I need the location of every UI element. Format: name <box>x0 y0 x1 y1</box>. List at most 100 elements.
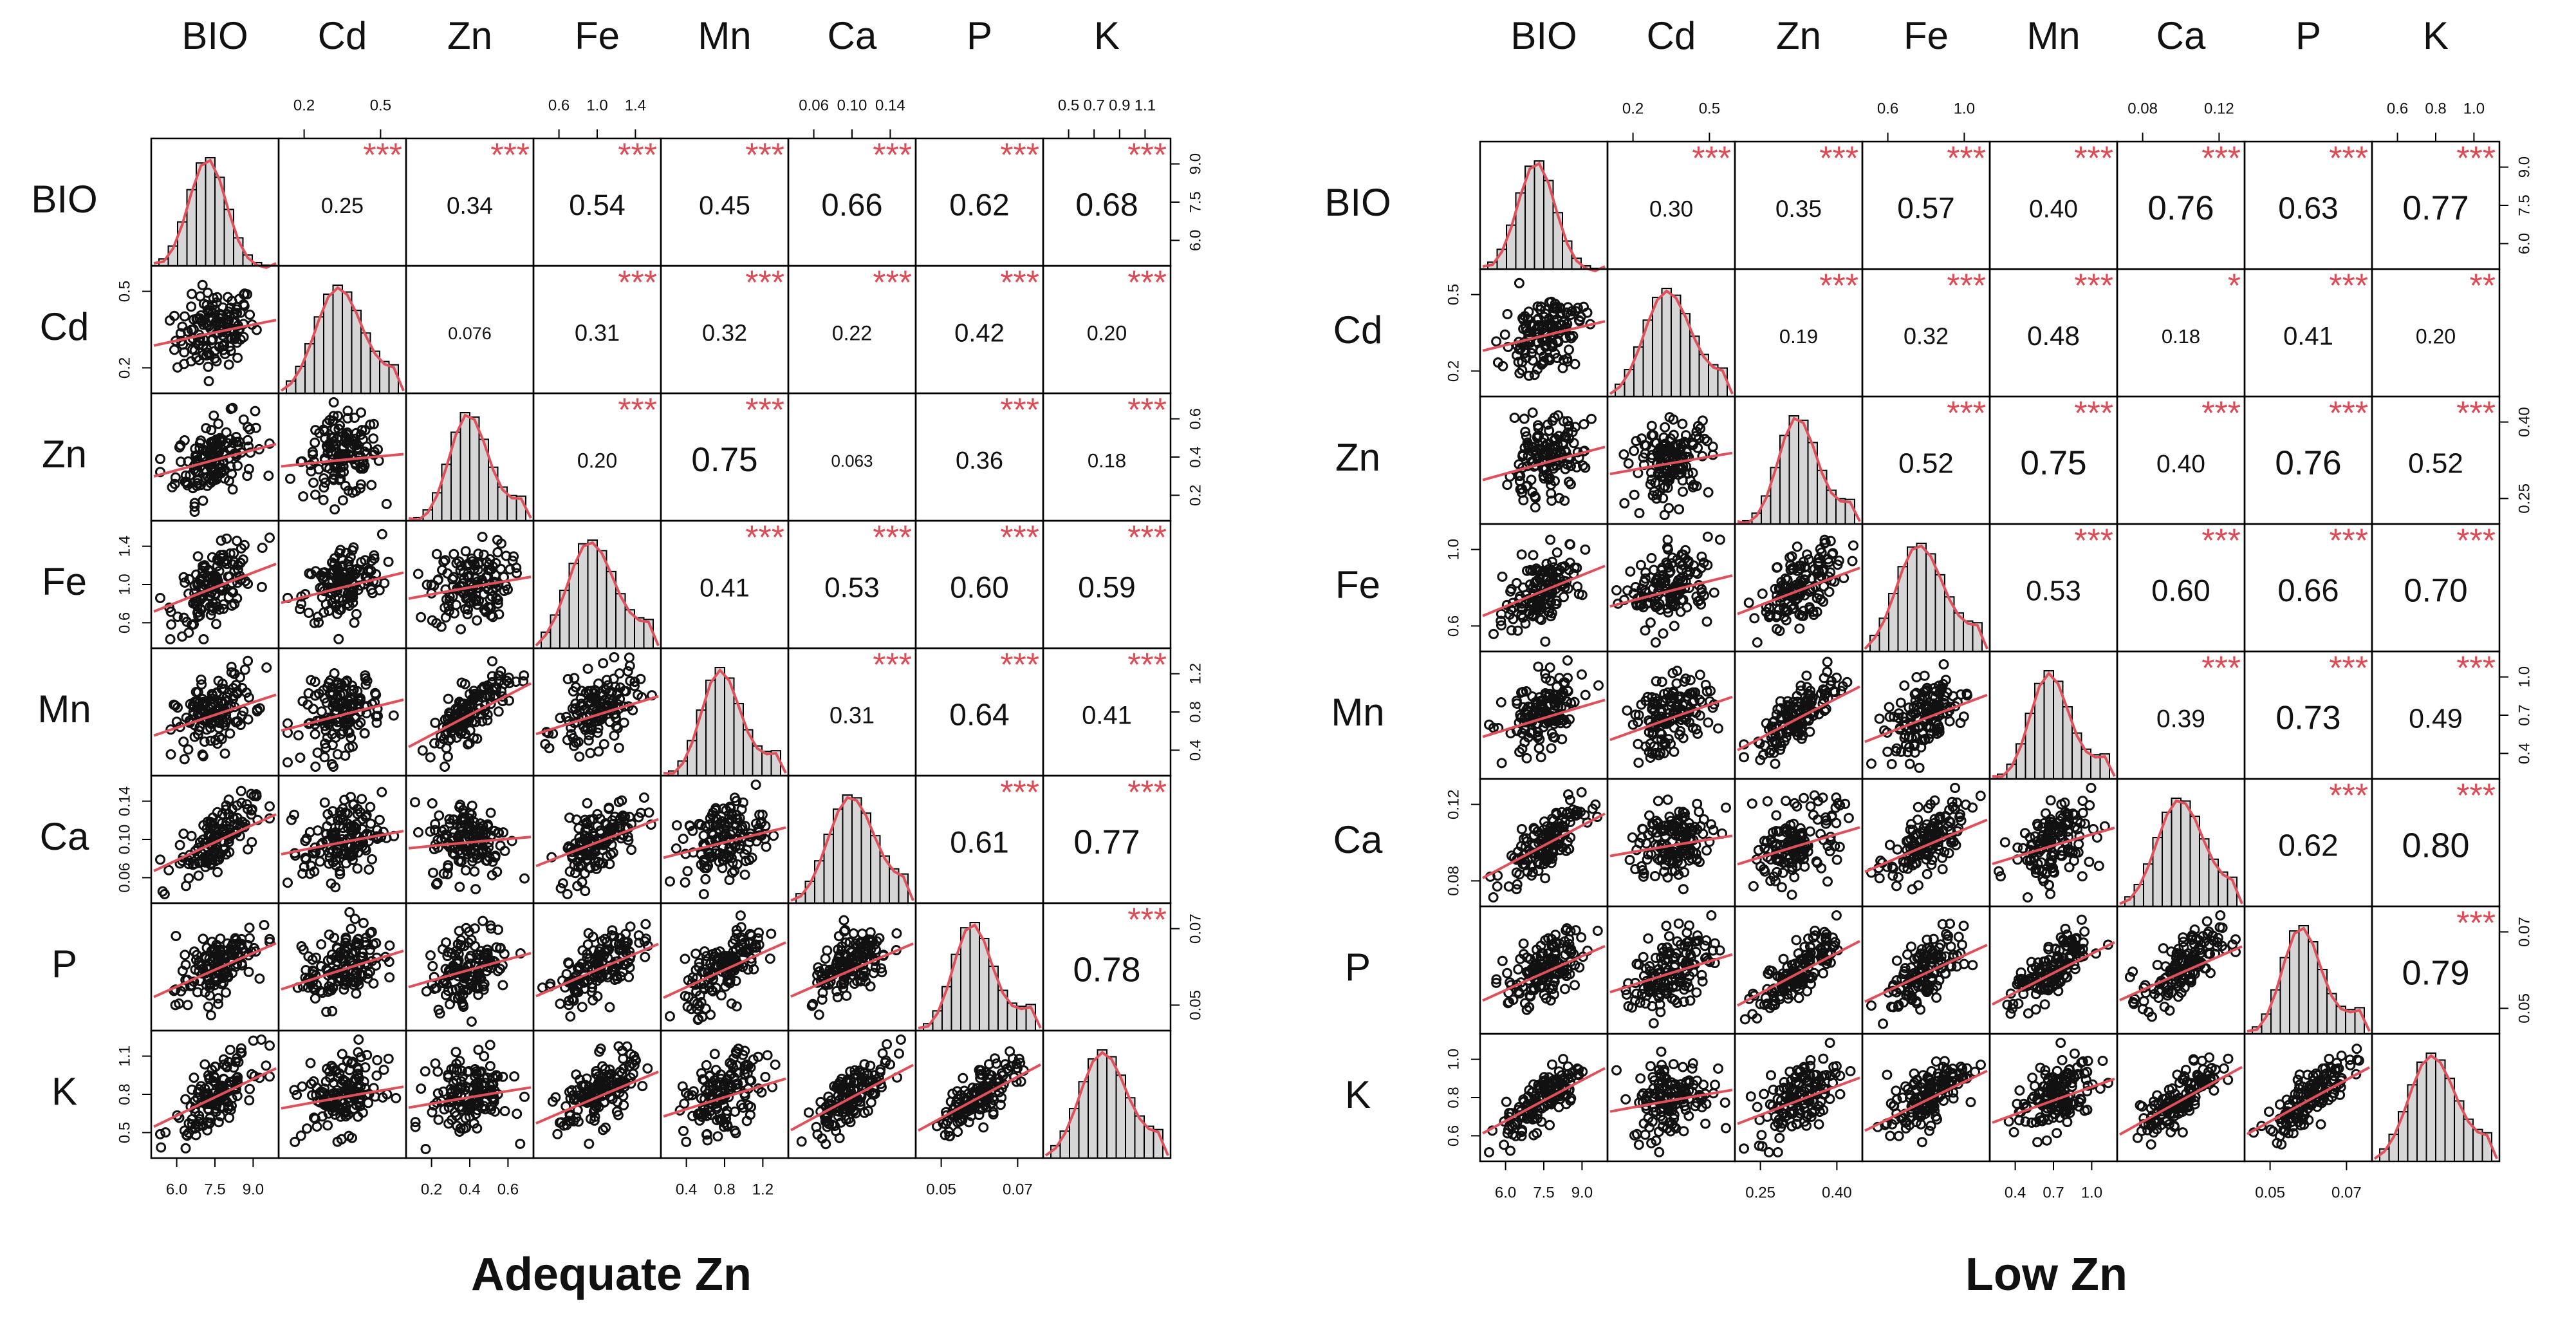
scatter-point <box>221 533 232 544</box>
scatter-point <box>329 594 340 604</box>
scatter-point <box>190 569 201 580</box>
histogram-bar <box>469 416 480 521</box>
correlation-value: 0.75 <box>691 441 757 479</box>
significance-stars: *** <box>2074 140 2113 178</box>
scatter-point <box>217 435 228 445</box>
correlation-value: 0.40 <box>2156 450 2205 478</box>
tick-label: 0.8 <box>116 1083 133 1105</box>
tick-label: 0.14 <box>116 786 133 816</box>
histogram-bar <box>1798 419 1809 525</box>
scatter-point <box>324 438 335 449</box>
scatter-point <box>169 478 180 489</box>
scatter-point <box>206 425 217 436</box>
scatter-point <box>164 315 175 326</box>
scatter-point <box>186 301 197 312</box>
scatter-point <box>192 551 203 562</box>
column-label-mn: Mn <box>2026 14 2080 57</box>
scatter-point <box>328 397 339 407</box>
scatter-point <box>210 469 221 480</box>
scatter-point <box>238 414 249 425</box>
scatter-point <box>327 449 338 460</box>
histogram-bar <box>1534 160 1544 270</box>
fit-line <box>153 319 277 347</box>
scatter-point <box>155 593 165 603</box>
correlation-value: 0.40 <box>2029 195 2078 223</box>
scatter-point <box>342 598 353 609</box>
scatter-point <box>227 559 238 570</box>
correlation-value: 0.20 <box>577 449 617 472</box>
scatter-point <box>232 352 243 363</box>
significance-stars: *** <box>873 137 912 174</box>
histogram-bar <box>1506 224 1517 270</box>
significance-stars: *** <box>2074 268 2113 305</box>
correlation-value: 0.64 <box>949 698 1009 733</box>
correlation-value: 0.76 <box>2275 444 2341 482</box>
panel-title: Adequate Zn <box>471 1249 752 1300</box>
scatter-point <box>221 559 232 570</box>
tick-label: 0.9 <box>1109 97 1130 114</box>
scatter-point <box>511 563 522 573</box>
cell-fe-zn <box>405 519 535 650</box>
correlation-value: 0.53 <box>824 572 880 604</box>
scatter-point <box>355 483 366 494</box>
tick-label: 1.2 <box>1187 663 1204 684</box>
scatter-point <box>227 402 238 413</box>
significance-stars: *** <box>2074 395 2113 433</box>
significance-stars: *** <box>2201 140 2241 178</box>
scatter-point <box>303 608 314 618</box>
tick-label: 6.0 <box>1187 230 1204 251</box>
significance-stars: *** <box>1127 392 1167 429</box>
scatter-point <box>329 504 340 515</box>
tick-label: 0.6 <box>548 97 570 114</box>
significance-stars: *** <box>873 265 912 302</box>
significance-stars: *** <box>490 137 530 174</box>
correlation-value: 0.32 <box>1904 323 1949 350</box>
tick-label: 0.4 <box>1187 740 1204 761</box>
scatter-point <box>197 279 208 290</box>
row-label-p: P <box>51 942 77 986</box>
histogram-bar <box>634 617 645 650</box>
column-label-k: K <box>1094 14 1120 57</box>
scatter-point <box>187 344 198 355</box>
scatter-point <box>458 573 469 584</box>
scatter-point <box>356 557 367 568</box>
scatter-point <box>306 568 317 579</box>
histogram-bar <box>969 922 980 1031</box>
correlation-value: 0.32 <box>702 320 747 346</box>
scatter-point <box>449 548 459 559</box>
scatter-point <box>376 529 387 539</box>
cell-bio-ca: 0.66*** <box>787 137 917 267</box>
histogram-bar <box>1671 294 1682 397</box>
scatter-point <box>212 561 223 572</box>
correlation-value: 0.60 <box>950 570 1008 604</box>
significance-stars: *** <box>2329 268 2368 305</box>
scatter-point <box>472 615 483 626</box>
cell-cd-mn: 0.32*** <box>660 265 790 395</box>
correlation-value: 0.59 <box>1078 570 1136 604</box>
scatter-point <box>170 472 181 483</box>
correlation-value: 0.52 <box>1898 448 1954 480</box>
tick-label: 0.5 <box>116 281 133 302</box>
correlation-value: 0.62 <box>949 189 1009 223</box>
tick-label: 0.05 <box>926 1181 956 1198</box>
scatter-point <box>383 556 394 567</box>
significance-stars: *** <box>1000 519 1039 557</box>
scatter-point <box>204 350 215 360</box>
tick-label: 0.2 <box>116 357 133 379</box>
tick-label: 1.0 <box>116 574 133 595</box>
tick-label: 7.5 <box>204 1181 225 1198</box>
scatter-point <box>250 406 261 416</box>
tick-label: 0.2 <box>293 97 315 114</box>
significance-stars: *** <box>1000 774 1039 812</box>
fit-line <box>281 571 404 604</box>
significance-stars: *** <box>618 265 657 302</box>
scatter-point <box>203 376 214 387</box>
scatter-point <box>216 535 227 546</box>
scatter-point <box>440 555 450 566</box>
tick-label: 1.1 <box>116 1045 133 1067</box>
scatter-point <box>225 311 236 322</box>
density-curve <box>280 286 405 392</box>
scatter-point <box>198 495 208 506</box>
scatter-point <box>356 407 366 418</box>
histogram-bar <box>587 539 598 649</box>
